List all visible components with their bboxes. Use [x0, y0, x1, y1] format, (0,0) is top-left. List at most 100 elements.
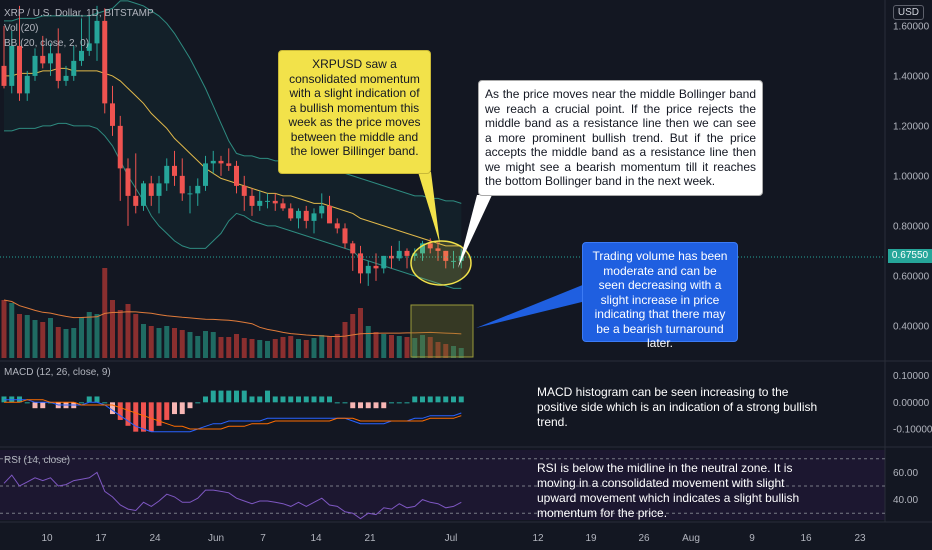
volume-bar — [187, 332, 193, 358]
callout-white-pointer — [458, 195, 492, 268]
volume-bar — [32, 320, 38, 358]
volume-bar — [389, 335, 394, 358]
volume-bar — [148, 326, 154, 358]
volume-bar — [249, 339, 255, 358]
axes: 1.60000 1.40000 1.20000 1.00000 0.80000 0.600… — [0, 21, 932, 544]
time-axis-tick: 9 — [749, 533, 755, 544]
volume-bar — [172, 328, 177, 358]
candle-body — [427, 243, 433, 249]
time-axis-tick: Jun — [208, 533, 224, 544]
macd-histogram-bar — [288, 396, 294, 403]
macd-axis-tick: 0.00000 — [893, 398, 930, 409]
candle-body — [296, 210, 301, 219]
volume-bar — [9, 303, 15, 358]
volume-bar — [458, 348, 464, 358]
annotation-shapes — [410, 172, 590, 358]
macd-histogram-bar — [86, 396, 92, 403]
candle-body — [210, 160, 216, 164]
time-axis-tick: 10 — [41, 533, 53, 544]
macd-histogram-bar — [203, 396, 208, 403]
candle-body — [358, 253, 363, 274]
volume-bar — [350, 314, 356, 358]
price-axis-tick: 1.20000 — [893, 121, 930, 132]
candle-body — [350, 243, 356, 254]
candle-body — [24, 75, 30, 94]
macd-histogram-bar — [117, 402, 123, 420]
macd-histogram-bar — [187, 402, 193, 409]
time-axis-tick: 12 — [532, 533, 544, 544]
macd-histogram-bar — [365, 402, 371, 409]
volume-bar — [358, 308, 363, 358]
volume-bar — [257, 340, 263, 358]
macd-histogram-bar — [458, 396, 464, 403]
candle-body — [172, 165, 177, 176]
macd-histogram-bar — [94, 396, 100, 403]
time-axis-tick: 16 — [800, 533, 812, 544]
macd-note: MACD histogram can be seen increasing to… — [537, 385, 818, 429]
macd-histogram-bar — [412, 396, 418, 403]
candles — [1, 5, 464, 286]
time-axis-tick: Jul — [445, 533, 458, 544]
bollinger-middle — [4, 67, 462, 247]
volume-bar — [241, 338, 247, 358]
macd-histogram-bar — [396, 402, 402, 404]
macd-histogram-bar — [102, 402, 108, 404]
candle-body — [303, 210, 309, 221]
candle-body — [125, 168, 131, 196]
price-axis-tick: 0.60000 — [893, 271, 930, 282]
time-axis-tick: 14 — [310, 533, 322, 544]
price-axis-tick: 0.40000 — [893, 321, 930, 332]
volume-bar — [1, 300, 7, 358]
macd-histogram-bar — [234, 390, 239, 403]
macd-histogram-bar — [249, 396, 255, 403]
rsi-axis-tick: 40.00 — [893, 495, 918, 506]
volume-bar — [195, 336, 201, 358]
volume-bars — [1, 268, 464, 358]
time-axis-tick: 24 — [149, 533, 161, 544]
volume-bar — [86, 312, 92, 358]
time-axis-tick: 7 — [260, 533, 266, 544]
candle-body — [79, 50, 84, 61]
time-axis-tick: 17 — [95, 533, 107, 544]
callout-consolidation: XRPUSD saw a consolidated momentum with … — [278, 50, 431, 174]
macd-histogram-bar — [48, 402, 53, 404]
grid-layer — [0, 0, 932, 523]
volume-highlight-box — [410, 304, 474, 358]
volume-bar — [179, 330, 185, 358]
candle-body — [48, 53, 53, 64]
volume-bar — [296, 339, 301, 358]
currency-button[interactable]: USD — [892, 5, 924, 20]
macd-histogram-bar — [195, 402, 201, 404]
volume-bar — [427, 337, 433, 358]
symbol-title: XRP / U.S. Dollar, 1D, BITSTAMP — [4, 8, 154, 19]
candle-body — [110, 103, 115, 126]
candle-body — [420, 243, 425, 254]
candle-body — [164, 165, 170, 184]
rsi-line — [3, 471, 462, 520]
candle-body — [63, 75, 69, 81]
macd-histogram-bar — [226, 390, 232, 403]
candle-body — [249, 195, 255, 206]
candle-body — [327, 205, 332, 224]
volume-bar — [117, 310, 123, 358]
macd-histogram-bar — [303, 396, 309, 403]
volume-bar — [451, 346, 456, 358]
volume-bar — [226, 337, 232, 358]
callout-blue-pointer — [476, 282, 590, 328]
volume-bar — [55, 327, 61, 358]
volume-bar — [133, 314, 139, 358]
macd-histogram-bar — [435, 396, 441, 403]
volume-bar — [435, 342, 441, 358]
macd-histogram-bar — [210, 390, 216, 403]
macd-histogram-bar — [350, 402, 356, 409]
candle-body — [17, 45, 22, 94]
volume-bar — [404, 337, 410, 358]
last-price-tag: 0.67550 — [888, 249, 932, 263]
candle-body — [1, 65, 7, 86]
volume-bar — [71, 328, 77, 358]
macd-histogram-bar — [404, 402, 410, 404]
candle-body — [241, 185, 247, 196]
volume-bar — [396, 336, 402, 358]
volume-bar — [48, 318, 53, 358]
price-axis-tick: 0.80000 — [893, 221, 930, 232]
